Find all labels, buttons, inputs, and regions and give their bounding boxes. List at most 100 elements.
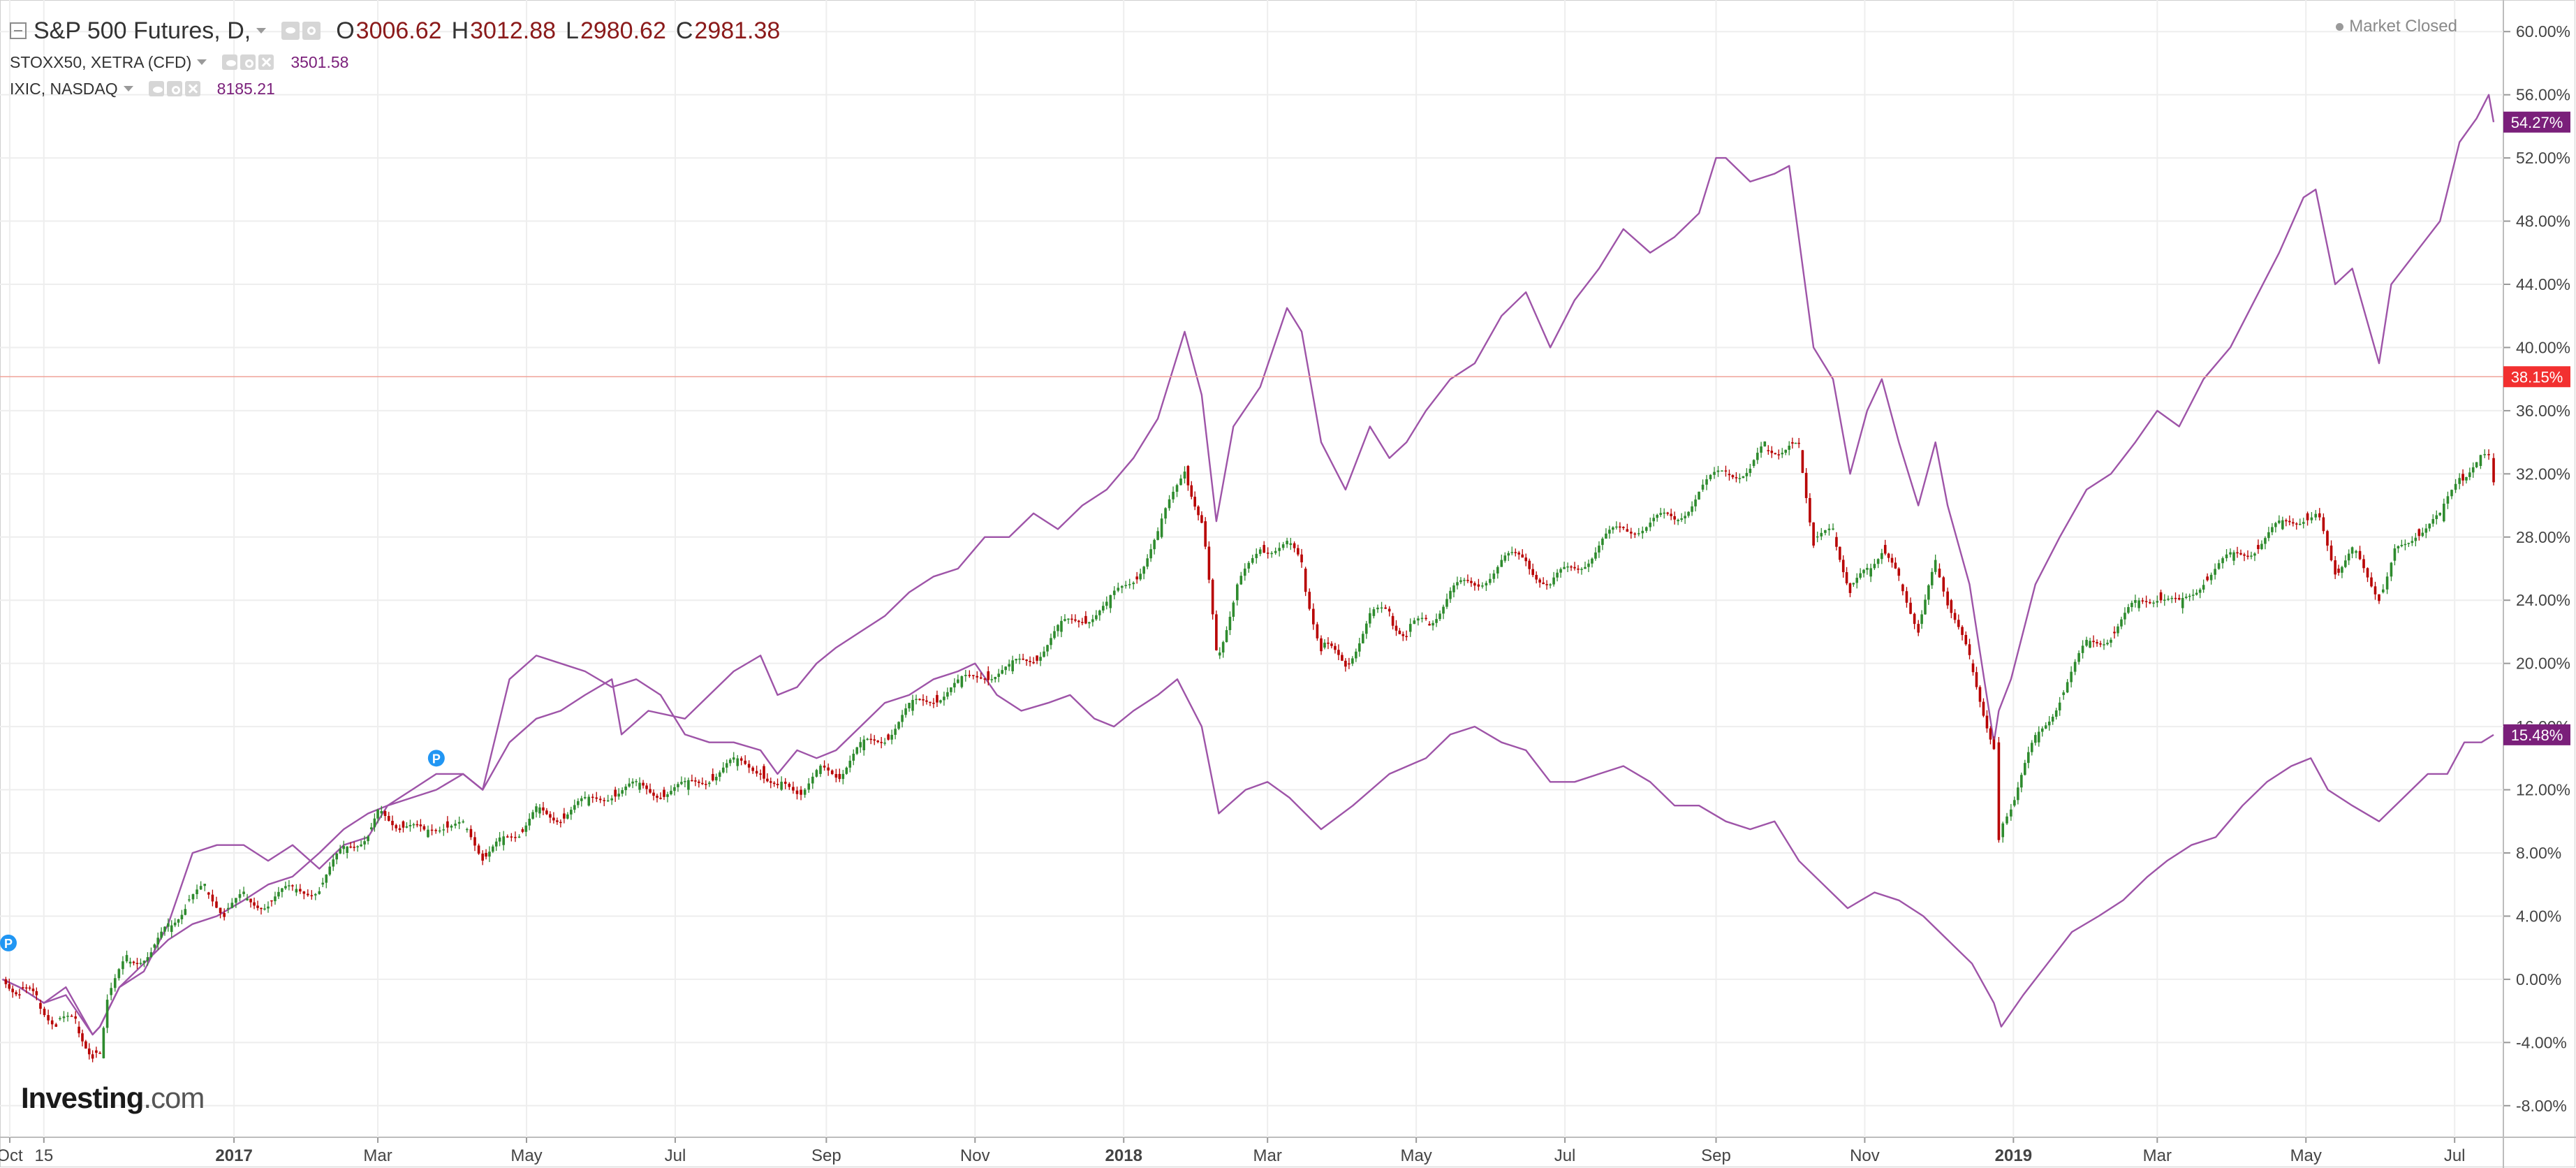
candle-body [1172, 491, 1175, 499]
candle-body [1362, 634, 1364, 643]
candle-body [2188, 595, 2191, 597]
candle-body [953, 682, 956, 688]
candle-body [859, 742, 862, 747]
collapse-icon[interactable] [10, 22, 27, 39]
candle-body [1449, 590, 1452, 599]
candle-body [70, 1016, 73, 1017]
y-axis[interactable]: 60.00% 56.00% 52.00% 48.00% 44.00% 40.00% 36.0… [2503, 22, 2570, 1115]
candle-body [1897, 568, 1901, 576]
candle-body [1835, 536, 1838, 547]
candle-body [1545, 584, 1548, 585]
chevron-down-icon[interactable] [123, 86, 133, 92]
candle-body [256, 905, 259, 908]
candle-body [1957, 620, 1960, 627]
gear-icon[interactable] [166, 81, 182, 96]
candle-body [2246, 555, 2249, 557]
candle-body [1666, 512, 1669, 514]
logo-brand: Investing [21, 1081, 144, 1114]
candle-body [43, 1009, 46, 1016]
gear-icon[interactable] [302, 22, 321, 40]
candle-body [583, 796, 587, 798]
y-tick-label: 32.00% [2516, 465, 2570, 483]
candle-body [1514, 552, 1517, 553]
candle-body [2435, 515, 2438, 520]
candle-body [1559, 569, 1562, 573]
eye-icon[interactable] [148, 81, 164, 96]
candle-body [1985, 715, 1989, 729]
candle-body [1503, 555, 1507, 561]
x-tick-label: 2017 [215, 1146, 252, 1165]
candle-body [211, 894, 214, 902]
chevron-down-icon[interactable] [197, 59, 207, 65]
y-tick-label: 44.00% [2516, 275, 2570, 293]
candle-body [1413, 620, 1416, 625]
candle-body [1670, 513, 1672, 516]
candle-body [1481, 585, 1484, 587]
candle-body [2033, 735, 2037, 743]
candle-body [1239, 576, 1243, 585]
candle-body [880, 742, 883, 743]
candle-body [2085, 639, 2088, 646]
candle-body [994, 676, 997, 680]
candle-body [2411, 541, 2414, 543]
candle-body [894, 729, 897, 735]
x-axis[interactable]: Oct 15 2017 Mar May Jul Sep Nov 2018 Mar May Jul Sep… [0, 1137, 2466, 1165]
candle-body [2253, 553, 2256, 556]
candle-body [2073, 662, 2077, 672]
candle-body [1848, 583, 1852, 593]
candle-body [442, 829, 446, 831]
candle-body [1063, 619, 1066, 621]
candle-body [1767, 450, 1770, 451]
candle-body [462, 821, 465, 823]
candle-body [1376, 607, 1379, 610]
candle-body [2198, 590, 2202, 593]
candle-body [1466, 580, 1469, 581]
chevron-down-icon[interactable] [256, 28, 267, 34]
candle-body [911, 699, 914, 711]
candle-body [102, 1028, 105, 1058]
candle-body [642, 782, 645, 786]
candle-body [1738, 478, 1742, 479]
candle-body [2362, 559, 2365, 569]
candle-body [1470, 581, 1473, 583]
candle-body [698, 781, 700, 783]
candle-body [691, 780, 693, 782]
close-icon[interactable] [184, 81, 200, 96]
candle-body [1179, 479, 1182, 486]
candle-body [1057, 625, 1059, 632]
eye-icon[interactable] [222, 54, 238, 70]
candle-body [2167, 598, 2170, 600]
candle-body [230, 903, 234, 908]
candle-body [1289, 543, 1293, 546]
candle-body [2291, 522, 2295, 524]
candle-body [66, 1016, 69, 1017]
gear-icon[interactable] [240, 54, 256, 70]
candle-body [1255, 553, 1258, 558]
candle-body [807, 783, 811, 790]
close-icon[interactable] [258, 54, 274, 70]
candle-body [1281, 544, 1285, 548]
candle-body [295, 889, 298, 893]
candle-body [521, 829, 524, 832]
candle-body [552, 817, 555, 821]
candle-body [968, 675, 971, 676]
candle-body [2232, 552, 2235, 561]
candle-body [2044, 725, 2047, 729]
candle-body [1278, 548, 1281, 551]
candle-body [1820, 532, 1823, 536]
candle-body [1680, 518, 1683, 520]
candle-body [1215, 614, 1218, 650]
candle-body [795, 790, 799, 794]
candle-body [173, 922, 177, 926]
candle-body [1637, 533, 1640, 534]
candle-body [964, 675, 967, 676]
x-tick-label: Jul [1554, 1146, 1576, 1165]
candle-body [1705, 479, 1708, 485]
candle-body [246, 898, 249, 900]
candle-body [866, 738, 869, 740]
candle-body [160, 931, 163, 938]
candle-body [1228, 616, 1232, 631]
candle-body [855, 747, 859, 754]
eye-icon[interactable] [281, 22, 300, 40]
